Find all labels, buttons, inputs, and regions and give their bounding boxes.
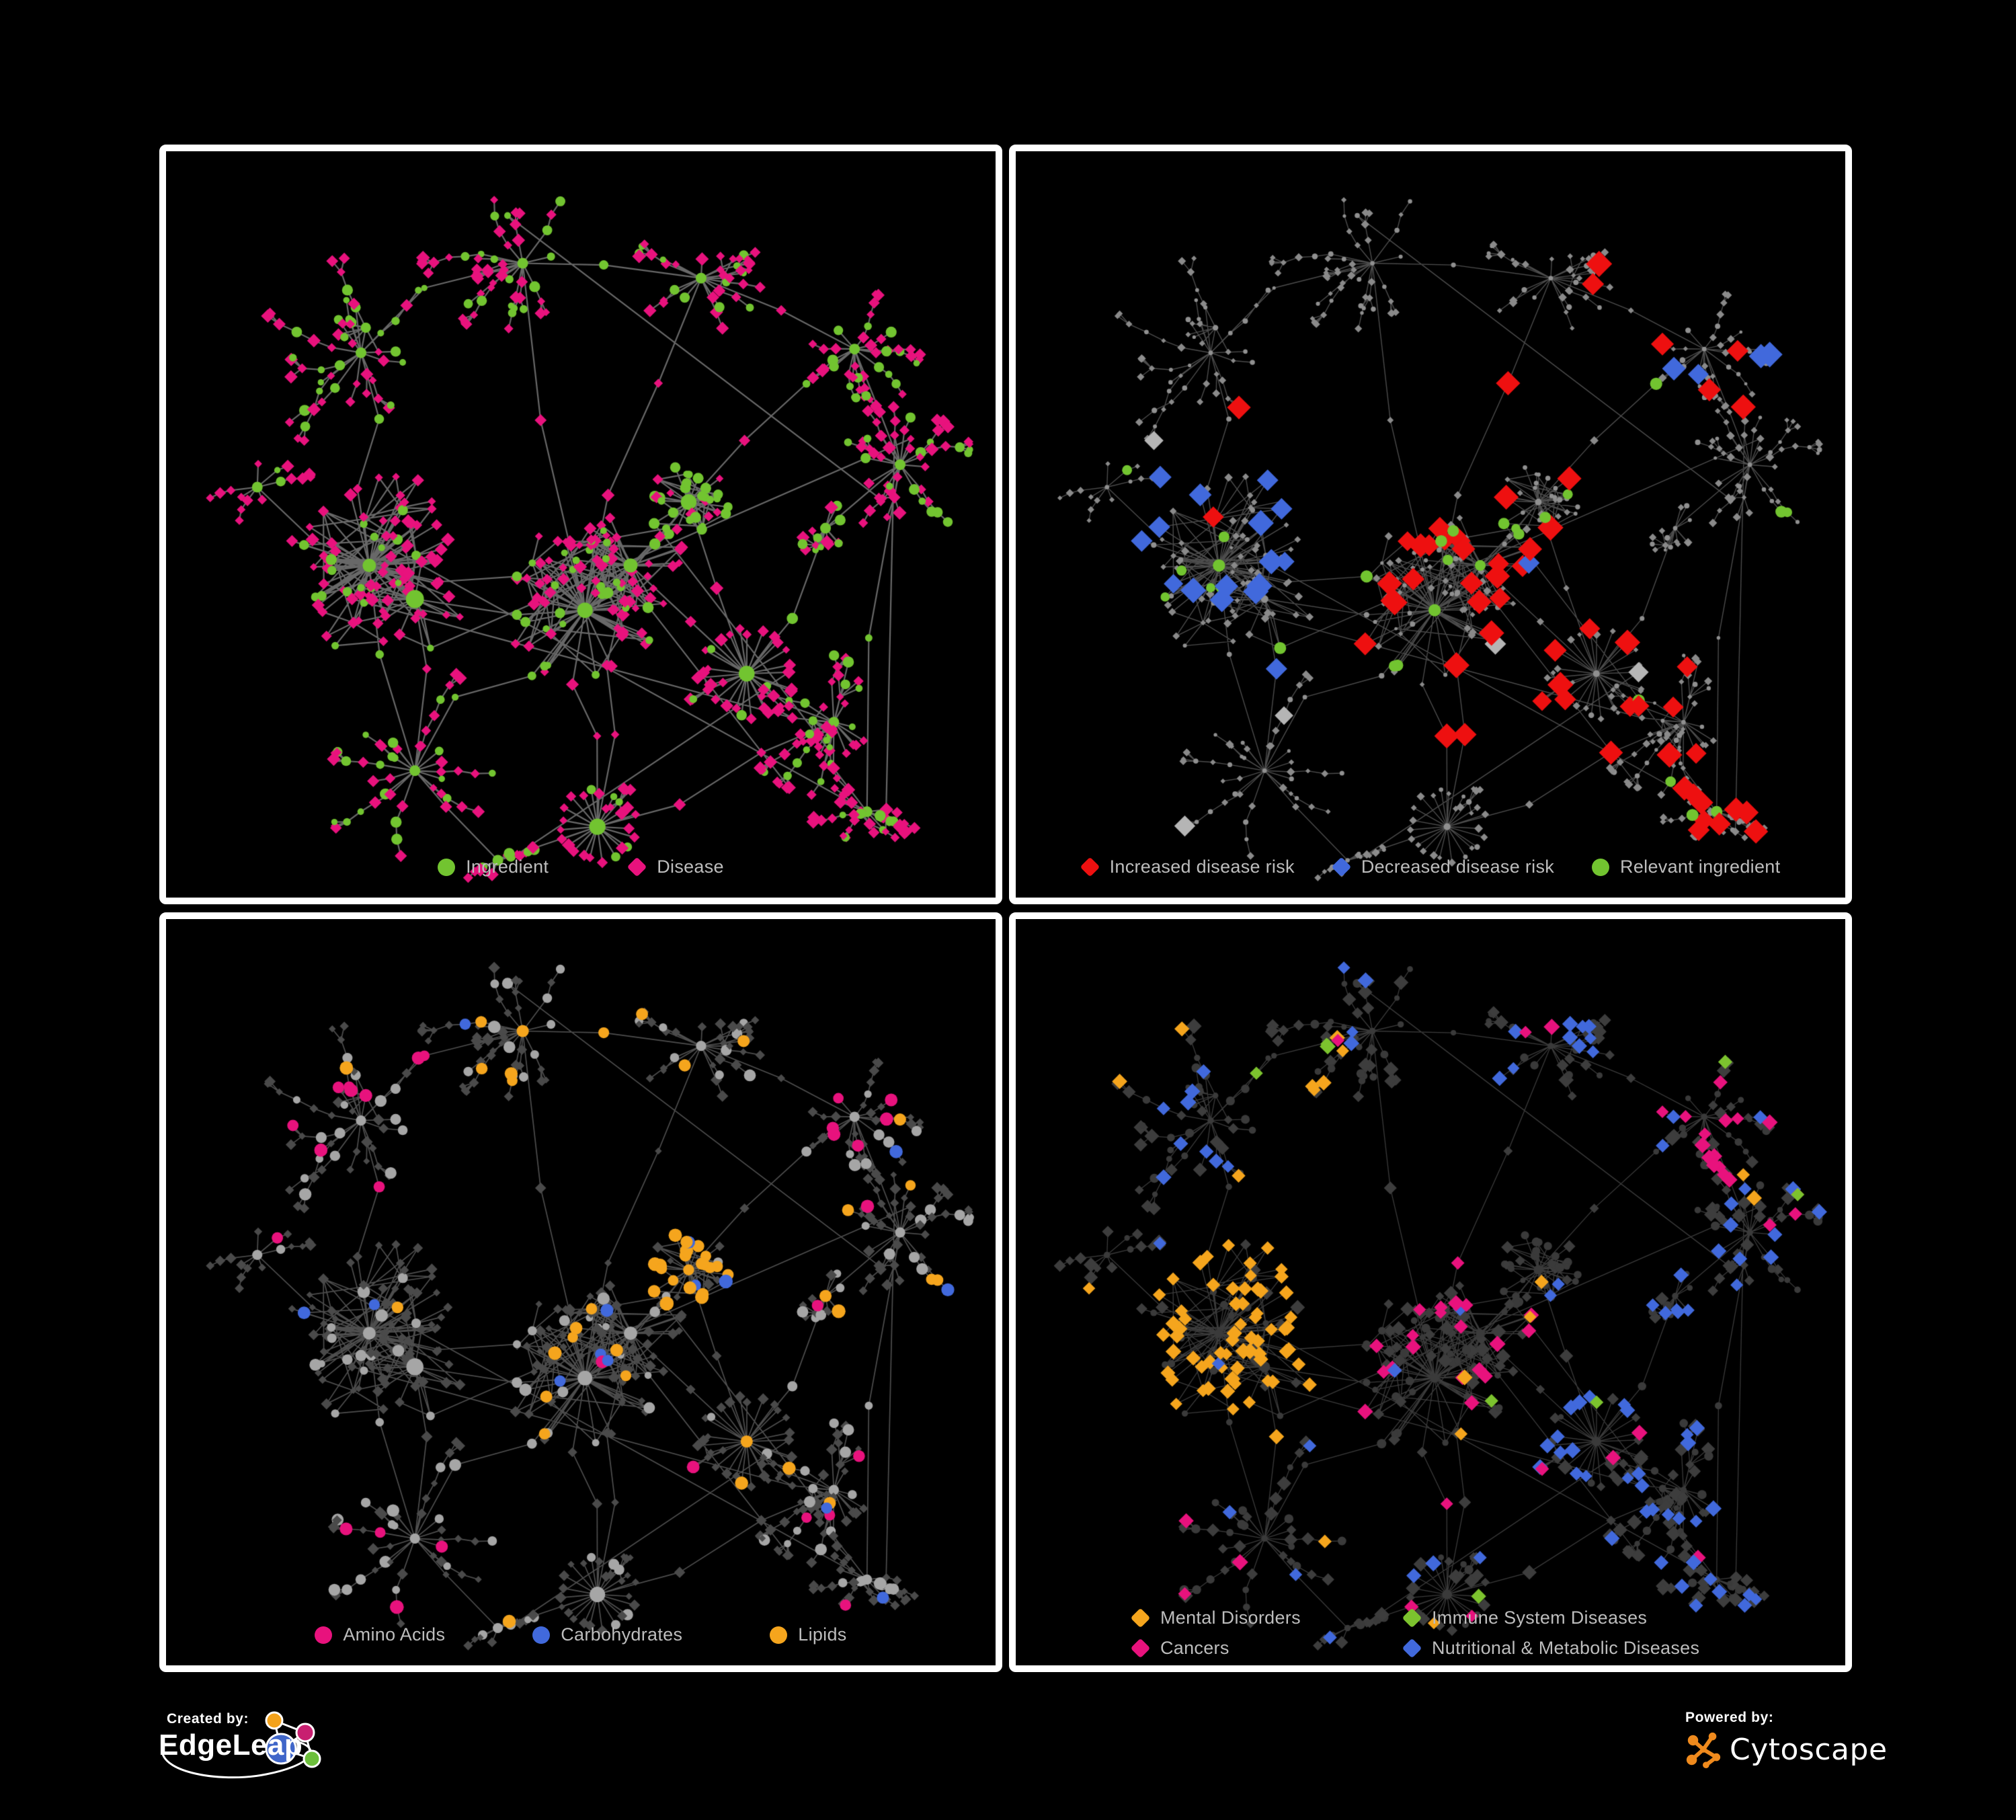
legend-label: Nutritional & Metabolic Diseases	[1432, 1638, 1700, 1658]
edgeleap-node-magenta	[295, 1723, 315, 1743]
legend-label: Lipids	[798, 1624, 847, 1645]
legend-item: Relevant ingredient	[1592, 857, 1780, 877]
cytoscape-credit: Powered by: Cytoscape	[1684, 1704, 1939, 1798]
legend-macronutrients: Amino Acids Carbohydrates Lipids	[166, 1624, 996, 1645]
edgeleap-node-orange	[265, 1711, 284, 1730]
legend-label: Immune System Diseases	[1432, 1608, 1648, 1628]
decreased-risk-swatch-icon	[1331, 857, 1352, 877]
ingredient-swatch-icon	[438, 858, 456, 876]
legend-item: Lipids	[770, 1624, 846, 1645]
legend-disease-risk: Increased disease risk Decreased disease…	[1016, 857, 1845, 877]
increased-risk-swatch-icon	[1080, 857, 1100, 877]
legend-disease-categories: Mental Disorders Immune System Diseases …	[1130, 1608, 1700, 1659]
panel-grid: Ingredient Disease Increased disease ris…	[159, 145, 1852, 1672]
legend-ingredient-disease: Ingredient Disease	[166, 857, 996, 877]
edgeleap-wordmark: EdgeLeap	[159, 1729, 303, 1762]
network-canvas-disease-categories	[1016, 919, 1845, 1665]
cytoscape-wordmark: Cytoscape	[1730, 1732, 1888, 1767]
lipids-swatch-icon	[770, 1626, 788, 1644]
carbohydrates-swatch-icon	[532, 1626, 551, 1644]
created-by-label: Created by:	[167, 1711, 249, 1727]
relevant-ingredient-swatch-icon	[1592, 858, 1610, 876]
network-canvas-disease-risk	[1016, 151, 1845, 898]
disease-swatch-icon	[627, 857, 647, 877]
mental-disorders-swatch-icon	[1130, 1608, 1151, 1628]
legend-label: Mental Disorders	[1160, 1608, 1301, 1628]
panel-disease-categories: Mental Disorders Immune System Diseases …	[1009, 912, 1852, 1672]
legend-item: Decreased disease risk	[1331, 857, 1555, 877]
cancers-swatch-icon	[1130, 1638, 1151, 1659]
immune-system-diseases-swatch-icon	[1402, 1608, 1422, 1628]
legend-item: Carbohydrates	[532, 1624, 682, 1645]
legend-label: Ingredient	[466, 857, 549, 877]
panel-macronutrients: Amino Acids Carbohydrates Lipids	[159, 912, 1002, 1672]
amino-acids-swatch-icon	[315, 1626, 333, 1644]
legend-item: Ingredient	[438, 857, 549, 877]
legend-label: Decreased disease risk	[1361, 857, 1555, 877]
edgeleap-credit: Created by: EdgeLeap	[155, 1704, 356, 1798]
cytoscape-logo-row: Cytoscape	[1684, 1730, 1888, 1769]
panel-disease-risk: Increased disease risk Decreased disease…	[1009, 145, 1852, 904]
legend-item: Increased disease risk	[1080, 857, 1295, 877]
edgeleap-node-blue	[265, 1733, 297, 1765]
legend-label: Increased disease risk	[1109, 857, 1295, 877]
edgeleap-logo-icon	[161, 1711, 321, 1779]
panel-ingredient-disease: Ingredient Disease	[159, 145, 1002, 904]
edgeleap-node-green	[303, 1749, 321, 1768]
legend-item: Disease	[627, 857, 724, 877]
powered-by-label: Powered by:	[1685, 1710, 1774, 1725]
cytoscape-logo-icon	[1686, 1732, 1721, 1769]
legend-label: Amino Acids	[343, 1624, 446, 1645]
nutritional-metabolic-diseases-swatch-icon	[1402, 1638, 1422, 1659]
legend-label: Carbohydrates	[561, 1624, 683, 1645]
legend-item: Cancers	[1130, 1638, 1403, 1659]
legend-item: Immune System Diseases	[1402, 1608, 1699, 1628]
legend-item: Mental Disorders	[1130, 1608, 1403, 1628]
legend-label: Cancers	[1160, 1638, 1229, 1658]
network-canvas-macronutrients	[166, 919, 996, 1665]
legend-item: Amino Acids	[315, 1624, 445, 1645]
legend-item: Nutritional & Metabolic Diseases	[1402, 1638, 1700, 1659]
legend-label: Disease	[657, 857, 724, 877]
network-canvas-ingredient-disease	[166, 151, 996, 898]
legend-label: Relevant ingredient	[1620, 857, 1781, 877]
